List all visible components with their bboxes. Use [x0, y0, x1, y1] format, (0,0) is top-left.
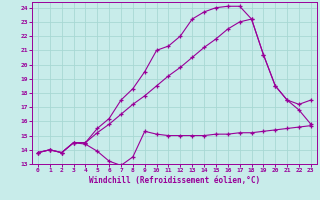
X-axis label: Windchill (Refroidissement éolien,°C): Windchill (Refroidissement éolien,°C)	[89, 176, 260, 185]
